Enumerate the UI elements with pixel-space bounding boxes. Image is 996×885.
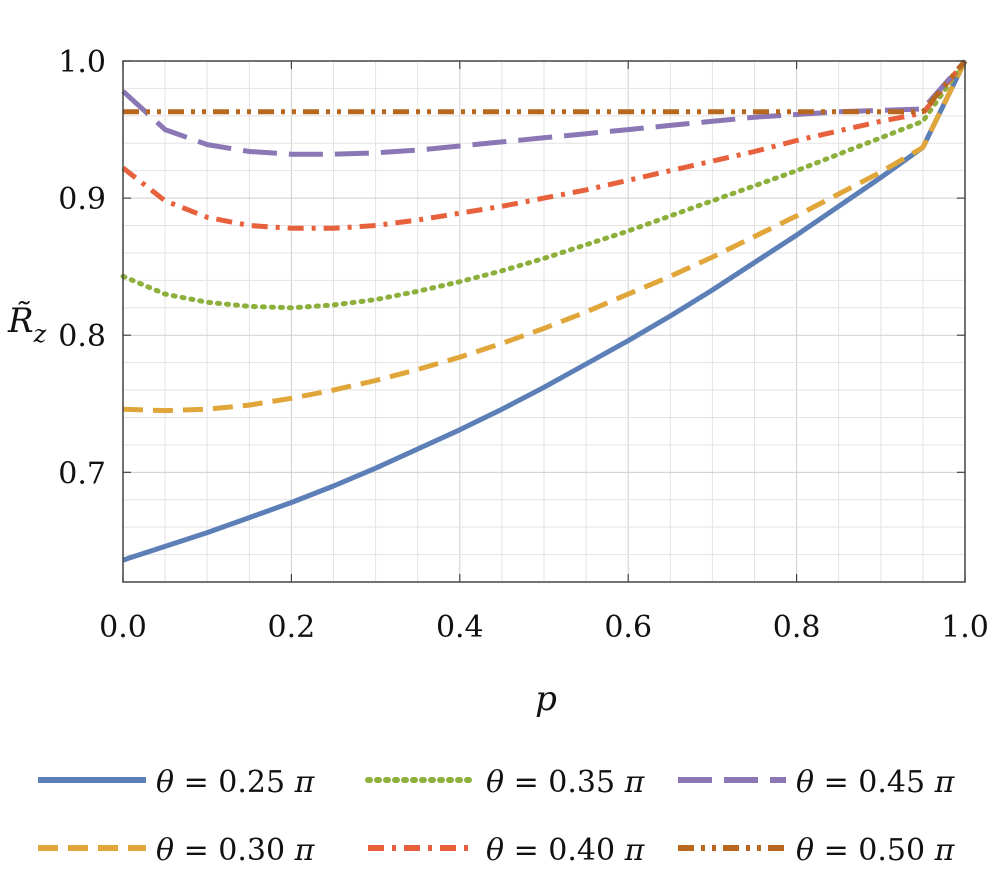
y-axis-label-main: R̃ (7, 301, 34, 341)
series-line-1 (122, 59, 968, 563)
series-line-2 (122, 59, 968, 414)
x-tick-label: 0.2 (268, 610, 316, 645)
legend-label-unit: π (934, 765, 956, 800)
x-tick-label: 0.0 (99, 610, 147, 645)
legend-label-value: 0.50 (858, 833, 934, 868)
legend-label-4: θ = 0.40 π (486, 833, 646, 868)
legend-label-prefix: θ = (156, 765, 218, 800)
series-line-3 (120, 58, 968, 311)
legend-label-5: θ = 0.45 π (796, 765, 956, 800)
legend-label-value: 0.45 (858, 765, 934, 800)
legend-label-value: 0.30 (218, 833, 294, 868)
legend-label-unit: π (294, 833, 316, 868)
grid-lines (122, 60, 966, 583)
plot-frame (122, 60, 966, 583)
tick-labels: 0.0 0.2 0.4 0.6 0.8 1.0 0.7 0.8 0.9 1.0 (58, 45, 989, 645)
legend-label-unit: π (624, 833, 646, 868)
legend-label-value: 0.25 (218, 765, 294, 800)
series-line-4 (121, 59, 967, 231)
legend-label-prefix: θ = (156, 833, 218, 868)
series-line-6 (123, 59, 967, 115)
y-tick-label: 0.7 (58, 456, 106, 491)
legend: θ = 0.25 πθ = 0.30 πθ = 0.35 πθ = 0.40 π… (38, 765, 956, 868)
legend-label-prefix: θ = (796, 765, 858, 800)
x-axis-label: p (535, 679, 557, 719)
legend-label-3: θ = 0.35 π (486, 765, 646, 800)
legend-label-value: 0.35 (548, 765, 624, 800)
y-tick-label: 0.8 (58, 319, 106, 354)
y-axis-label-subscript: z (33, 320, 47, 348)
x-tick-label: 0.4 (436, 610, 484, 645)
legend-label-unit: π (934, 833, 956, 868)
axis-ticks (122, 60, 966, 582)
y-tick-label: 0.9 (58, 182, 106, 217)
series-layer (120, 58, 968, 563)
x-tick-label: 0.6 (604, 610, 652, 645)
legend-label-1: θ = 0.25 π (156, 765, 316, 800)
legend-label-6: θ = 0.50 π (796, 833, 956, 868)
x-tick-label: 0.8 (773, 610, 821, 645)
legend-label-prefix: θ = (796, 833, 858, 868)
x-tick-label: 1.0 (941, 610, 989, 645)
y-axis-label: R̃z (7, 301, 47, 348)
y-tick-label: 1.0 (58, 45, 106, 80)
legend-label-unit: π (294, 765, 316, 800)
legend-label-prefix: θ = (486, 833, 548, 868)
legend-label-unit: π (624, 765, 646, 800)
legend-label-value: 0.40 (548, 833, 624, 868)
legend-label-2: θ = 0.30 π (156, 833, 316, 868)
legend-label-prefix: θ = (486, 765, 548, 800)
